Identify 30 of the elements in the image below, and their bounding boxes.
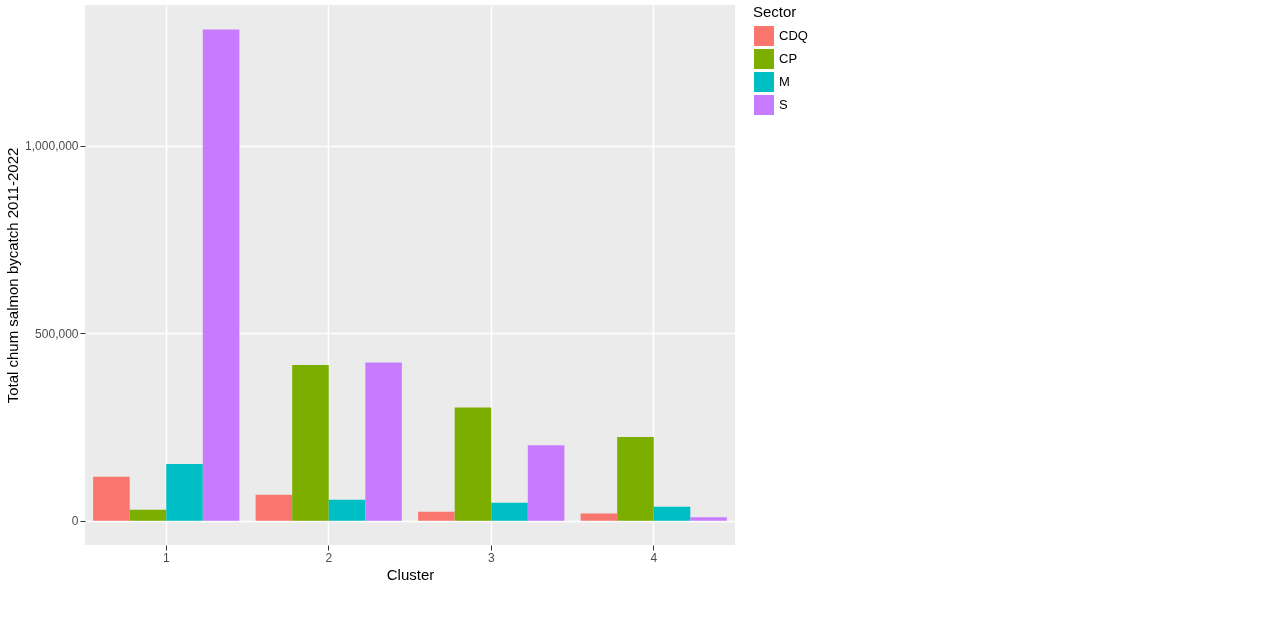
legend-label: CDQ bbox=[779, 28, 808, 43]
x-tick-label: 1 bbox=[162, 550, 170, 565]
y-tick-label: 0 bbox=[71, 514, 79, 529]
x-axis-title: Cluster bbox=[386, 565, 435, 583]
x-tick-label: 2 bbox=[325, 550, 333, 565]
bar bbox=[129, 509, 167, 521]
bar bbox=[202, 29, 240, 521]
legend-title: Sector bbox=[753, 3, 797, 20]
legend-label: CP bbox=[779, 51, 798, 66]
bar bbox=[580, 513, 618, 521]
y-tick-label: 500,000 bbox=[35, 326, 79, 341]
bar bbox=[166, 464, 203, 521]
bar bbox=[653, 506, 691, 521]
x-tick-label: 4 bbox=[650, 550, 658, 565]
bar bbox=[527, 445, 565, 521]
bar bbox=[292, 365, 329, 521]
legend-label: S bbox=[779, 97, 788, 112]
bar bbox=[418, 511, 455, 521]
bar bbox=[454, 407, 492, 521]
bar bbox=[690, 517, 727, 521]
bar bbox=[328, 499, 366, 521]
bar bbox=[617, 437, 654, 521]
y-tick-label: 1,000,000 bbox=[25, 139, 79, 154]
bar bbox=[365, 362, 402, 521]
bar bbox=[93, 476, 130, 521]
y-axis-title: Total chum salmon bycatch 2011-2022 bbox=[4, 147, 22, 404]
bar bbox=[255, 494, 293, 521]
bar bbox=[491, 502, 528, 521]
legend-label: M bbox=[779, 74, 790, 89]
x-tick-label: 3 bbox=[487, 550, 495, 565]
